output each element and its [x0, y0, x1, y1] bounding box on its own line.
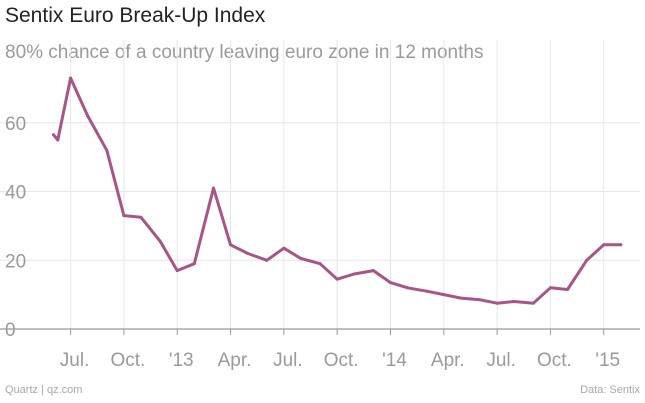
x-tick-label: '15: [595, 350, 620, 371]
x-tick-label: '13: [169, 350, 194, 371]
data-point: [548, 286, 552, 290]
data-point: [619, 243, 623, 247]
x-tick-label: '14: [382, 350, 407, 371]
y-tick-label: 60: [5, 114, 26, 135]
data-point: [175, 269, 179, 273]
data-point: [265, 258, 269, 262]
x-tick-label: Jul.: [60, 350, 90, 371]
x-tick-label: Apr.: [431, 350, 465, 371]
data-point: [585, 258, 589, 262]
chart-subtitle: 80% chance of a country leaving euro zon…: [5, 42, 484, 63]
data-point: [335, 277, 339, 281]
y-tick-label: 40: [5, 183, 26, 204]
data-point: [425, 289, 429, 293]
data-point: [371, 269, 375, 273]
data-point: [86, 114, 90, 118]
x-tick-label: Jul.: [273, 350, 303, 371]
data-point: [459, 296, 463, 300]
x-tick-label: Oct.: [537, 350, 572, 371]
data-point: [352, 272, 356, 276]
x-tick-label: Apr.: [218, 350, 252, 371]
data-point: [531, 301, 535, 305]
data-point: [69, 76, 73, 80]
data-point: [229, 243, 233, 247]
data-point: [56, 138, 60, 142]
data-point: [158, 239, 162, 243]
data-point: [318, 262, 322, 266]
series-line: [52, 76, 623, 305]
chart-title: Sentix Euro Break-Up Index: [5, 4, 266, 27]
data-point: [192, 262, 196, 266]
data-point: [388, 281, 392, 285]
data-point: [565, 287, 569, 291]
data-point: [282, 246, 286, 250]
data-point: [406, 286, 410, 290]
data-point: [122, 214, 126, 218]
data-point: [602, 243, 606, 247]
data-point: [105, 148, 109, 152]
data-point: [139, 215, 143, 219]
data-point: [211, 186, 215, 190]
data-point: [246, 251, 250, 255]
data-point: [495, 301, 499, 305]
data-point: [478, 298, 482, 302]
y-tick-label: 0: [5, 320, 16, 341]
data-point: [442, 293, 446, 297]
source-credit: Quartz | qz.com: [5, 384, 83, 396]
x-tick-label: Oct.: [110, 350, 145, 371]
data-point: [299, 257, 303, 261]
x-tick-label: Oct.: [324, 350, 359, 371]
y-tick-label: 20: [5, 251, 26, 272]
data-source: Data: Sentix: [580, 384, 640, 396]
x-tick-label: Jul.: [486, 350, 516, 371]
data-point: [52, 133, 56, 137]
data-point: [512, 300, 516, 303]
